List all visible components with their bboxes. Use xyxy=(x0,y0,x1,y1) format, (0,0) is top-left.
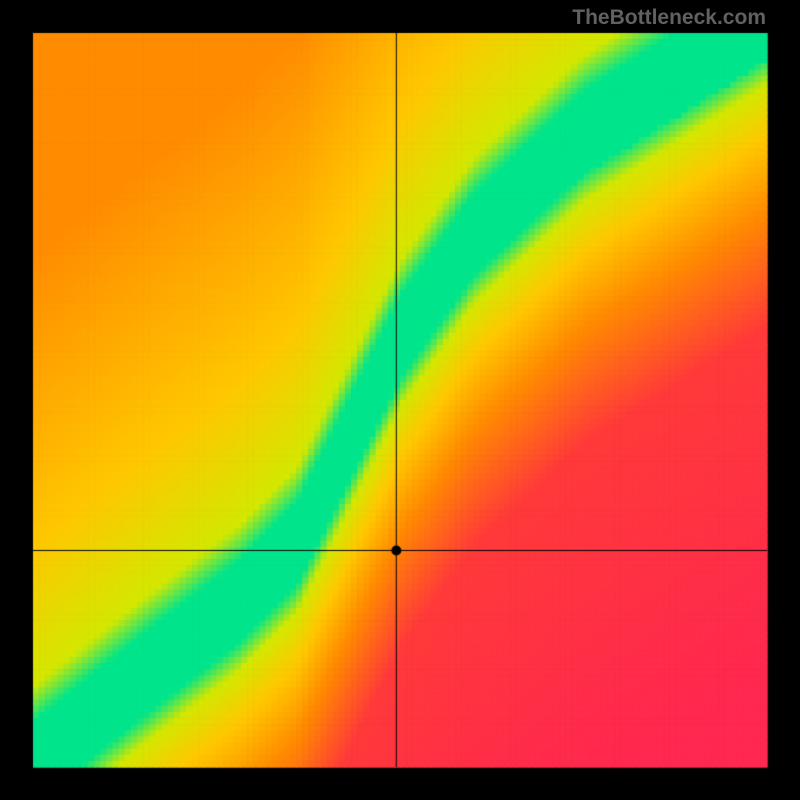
chart-container: TheBottleneck.com xyxy=(0,0,800,800)
bottleneck-heatmap-canvas xyxy=(0,0,800,800)
watermark-text: TheBottleneck.com xyxy=(572,6,766,30)
